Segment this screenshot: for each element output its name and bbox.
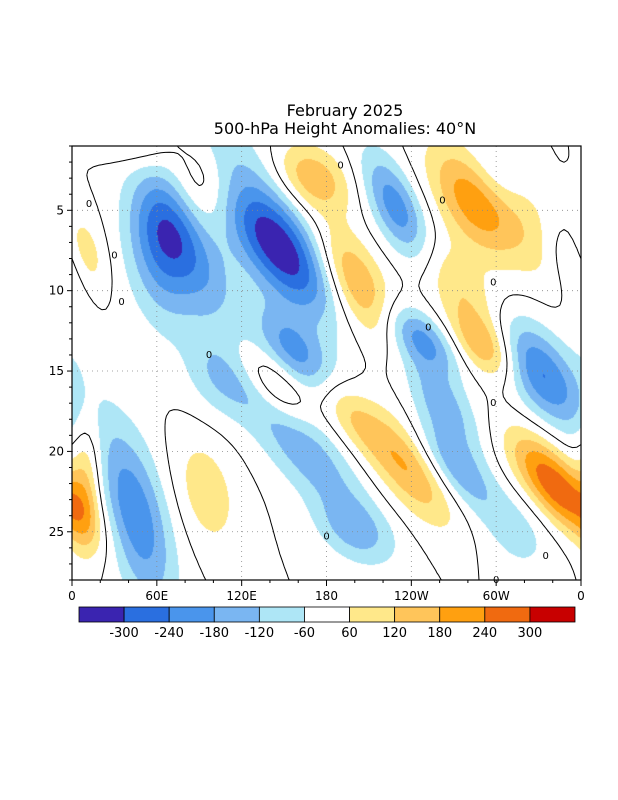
x-tick-label: 60E — [145, 589, 168, 603]
colorbar-swatch — [484, 606, 531, 623]
contour-label: 0 — [425, 323, 431, 334]
x-tick-label: 0 — [68, 589, 76, 603]
contour-label: 0 — [111, 250, 117, 261]
contour-label: 0 — [337, 160, 343, 171]
y-axis: 5 10 15 20 25 — [49, 145, 72, 581]
colorbar-swatch — [213, 606, 260, 623]
contour-label: 0 — [86, 199, 92, 210]
colorbar-swatch — [304, 606, 350, 623]
colorbar-label: 120 — [382, 626, 407, 641]
contour-label: 0 — [543, 551, 549, 562]
colorbar-swatch — [168, 606, 215, 623]
colorbar-label: 300 — [517, 626, 542, 641]
contour-label: 0 — [118, 297, 124, 308]
colorbar-label: 180 — [427, 626, 452, 641]
colorbar-label: -120 — [245, 626, 275, 641]
colorbar-swatch — [258, 606, 305, 623]
colorbar-swatch — [349, 606, 396, 623]
y-tick-label: 10 — [49, 284, 64, 298]
colorbar-label: -180 — [200, 626, 230, 641]
y-tick-label: 25 — [49, 525, 64, 539]
x-tick-label: 180 — [315, 589, 338, 603]
y-tick-label: 15 — [49, 364, 64, 378]
contour-label: 0 — [490, 278, 496, 289]
colorbar-label: -60 — [294, 626, 315, 641]
colorbar-swatch — [529, 606, 576, 623]
contour-label: 0 — [206, 350, 212, 361]
colorbar-label: 60 — [341, 626, 358, 641]
colorbar-swatch — [123, 606, 170, 623]
y-tick-label: 5 — [56, 203, 64, 217]
contour-label: 0 — [490, 398, 496, 409]
x-tick-label: 120W — [394, 589, 429, 603]
x-axis: 0 60E 120E 180 120W 60W 0 — [68, 580, 585, 603]
chart-title-line1: February 2025 — [287, 101, 404, 120]
plot-area: 0 0 0 0 0 0 0 0 0 0 0 0 0 60E 120E 180 120W 60W 0 5 10 15 20… — [49, 145, 585, 603]
chart-title-line2: 500-hPa Height Anomalies: 40°N — [214, 119, 476, 138]
contour-label: 0 — [439, 196, 445, 207]
colorbar-label: -240 — [154, 626, 184, 641]
colorbar-swatch — [78, 606, 125, 623]
colorbar-label: 240 — [472, 626, 497, 641]
colorbar-label: -300 — [109, 626, 139, 641]
x-tick-label: 120E — [226, 589, 257, 603]
colorbar-swatch — [439, 606, 486, 623]
colorbar-swatch — [394, 606, 441, 623]
anomaly-field — [72, 146, 581, 580]
y-tick-label: 20 — [49, 444, 64, 458]
contour-label: 0 — [323, 532, 329, 543]
x-tick-label: 60W — [483, 589, 510, 603]
colorbar: -300 -240 -180 -120 -60 60 120 180 240 300 — [78, 606, 576, 641]
x-tick-label: 0 — [577, 589, 585, 603]
